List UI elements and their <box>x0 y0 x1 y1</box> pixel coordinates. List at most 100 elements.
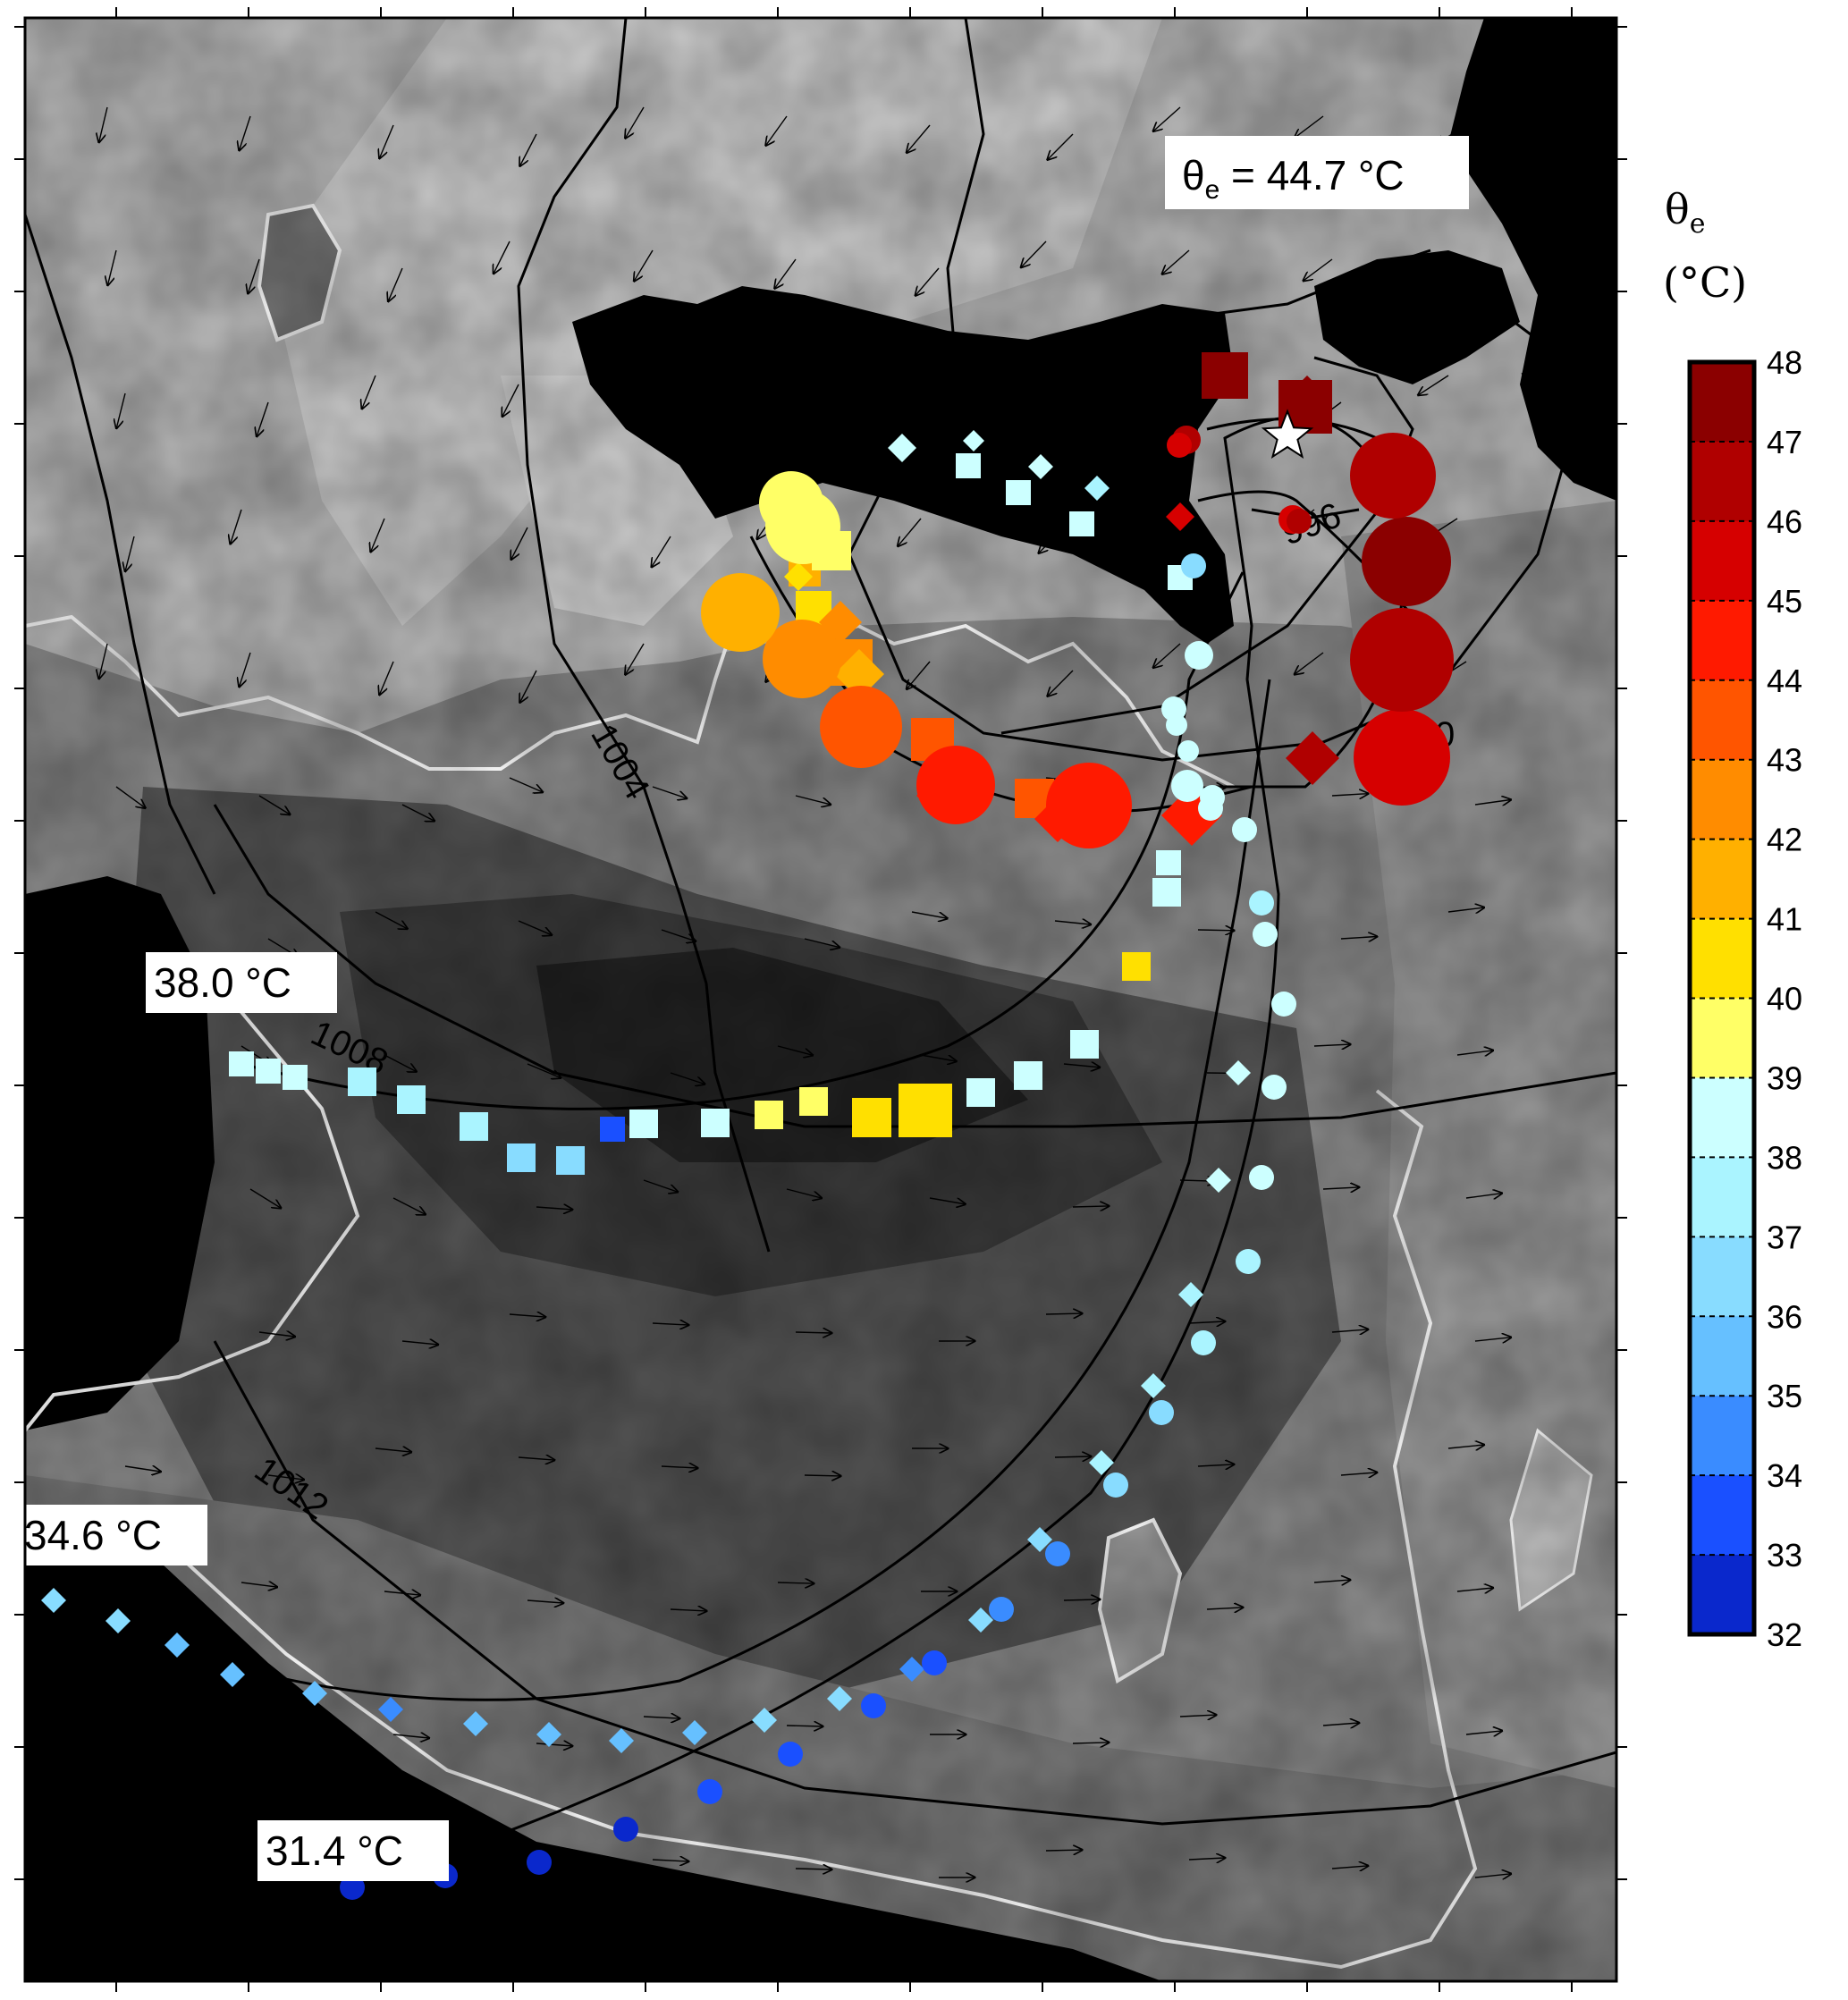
trajectory-marker-diamond <box>752 1708 777 1733</box>
trajectory-marker-circle <box>1181 553 1206 578</box>
trajectory-marker-square <box>397 1085 426 1114</box>
trajectory-marker-diamond <box>378 1697 403 1722</box>
wind-arrow <box>1030 384 1056 410</box>
colorbar-tick-label: 46 <box>1767 503 1802 540</box>
wind-arrow <box>804 938 840 948</box>
trajectory-marker-circle <box>1236 1249 1261 1274</box>
colorbar-unit: (°C) <box>1663 258 1747 307</box>
wind-arrow <box>1162 249 1190 274</box>
colorbar-band <box>1690 998 1754 1079</box>
trajectory-marker-diamond <box>827 1686 852 1711</box>
trajectory-marker-square <box>899 1084 952 1137</box>
wind-arrow <box>380 661 394 695</box>
wind-arrow <box>1180 536 1208 560</box>
wind-arrow <box>1045 1850 1082 1851</box>
colorbar-tick-label: 36 <box>1767 1298 1802 1335</box>
wind-arrow <box>1322 1723 1359 1726</box>
trajectory-markers <box>41 352 1454 1900</box>
colorbar-title: θe <box>1665 185 1705 240</box>
colorbar-tick-label: 44 <box>1767 662 1802 699</box>
colorbar-subscript: e <box>1690 208 1706 240</box>
wind-arrow <box>520 670 537 703</box>
trajectory-marker-circle <box>613 1817 638 1842</box>
trajectory-marker-circle <box>1171 770 1203 802</box>
wind-arrow <box>1331 794 1368 796</box>
wind-arrow <box>652 786 687 798</box>
colorbar-band <box>1690 1157 1754 1238</box>
wind-arrow <box>115 1323 152 1329</box>
wind-arrow <box>1054 1456 1091 1457</box>
trajectory-marker-circle <box>1177 740 1199 762</box>
colorbar-tick-label: 34 <box>1767 1457 1802 1494</box>
wind-arrow <box>511 527 528 560</box>
colorbar-ticks: 48 47 46 45 44 43 42 41 40 39 38 37 36 35 34 33 32 <box>1690 344 1802 1653</box>
wind-arrow <box>1197 1464 1234 1466</box>
isobar-lines <box>25 18 1616 1826</box>
wind-arrow <box>518 920 552 935</box>
wind-arrow <box>1153 106 1181 131</box>
trajectory-marker-diamond <box>463 1711 488 1736</box>
wind-arrow <box>384 1054 417 1072</box>
wind-arrow <box>783 401 806 431</box>
wind-arrow <box>267 1475 304 1480</box>
wind-arrow <box>1048 670 1074 696</box>
colorbar-tick-label: 35 <box>1767 1378 1802 1414</box>
colorbar-band <box>1690 1316 1754 1397</box>
wind-arrow <box>240 115 251 150</box>
trajectory-marker-square <box>1122 952 1151 981</box>
colorbar-tick-label: 38 <box>1767 1139 1802 1176</box>
wind-arrow <box>670 1609 706 1611</box>
trajectory-marker-square <box>799 1087 828 1116</box>
trajectory-marker-square <box>348 1068 376 1096</box>
theta-symbol: θ <box>1182 152 1205 198</box>
wind-arrow <box>371 518 385 552</box>
wind-arrow <box>401 804 435 821</box>
theta-subscript: e <box>1205 175 1220 205</box>
label-bottom-314: 31.4 °C <box>257 1820 449 1881</box>
trajectory-marker-square <box>852 1098 891 1137</box>
colorbar-tick-label: 47 <box>1767 424 1802 460</box>
trajectory-marker-diamond <box>1089 1450 1114 1475</box>
trajectory-marker-square <box>460 1112 488 1141</box>
colorbar-band <box>1690 679 1754 761</box>
trajectory-marker-diamond <box>1028 454 1053 479</box>
label-top-right: θe = 44.7 °C <box>1165 136 1469 209</box>
wind-arrow <box>494 241 511 274</box>
wind-arrow <box>652 536 671 567</box>
wind-arrow <box>384 1591 420 1595</box>
colorbar-band <box>1690 1555 1754 1635</box>
trajectory-marker-square <box>1014 1061 1042 1090</box>
wind-arrow <box>661 1466 697 1468</box>
trajectory-marker-diamond <box>1206 1168 1231 1193</box>
wind-arrow <box>133 1072 164 1093</box>
trajectory-marker-diamond <box>41 1588 66 1613</box>
wind-arrow <box>1313 1044 1350 1046</box>
trajectory-marker-circle <box>861 1693 886 1718</box>
trajectory-marker-square <box>600 1117 625 1142</box>
wind-arrow <box>1179 1715 1216 1717</box>
wind-arrow <box>257 401 269 436</box>
trajectory-marker-diamond <box>165 1633 190 1658</box>
colorbar-band <box>1690 1077 1754 1159</box>
wind-arrow <box>1340 937 1377 940</box>
wind-arrow <box>643 1717 679 1718</box>
wind-arrow <box>106 1717 143 1722</box>
trajectory-marker-circle <box>701 573 780 652</box>
wind-arrow <box>258 795 290 814</box>
trajectory-marker-circle <box>1271 992 1296 1017</box>
wind-arrow <box>116 392 126 428</box>
wind-arrow <box>527 1063 561 1078</box>
wind-arrow <box>362 375 376 409</box>
trajectory-marker-diamond <box>105 1608 131 1633</box>
label-left-38: 38.0 °C <box>146 952 337 1013</box>
wind-arrow <box>240 1582 277 1587</box>
trajectory-marker-circle <box>1249 890 1274 916</box>
wind-arrow <box>1474 1338 1511 1341</box>
wind-arrow <box>1206 1608 1243 1609</box>
wind-arrow <box>536 1743 572 1746</box>
wind-arrow <box>392 1734 429 1738</box>
trajectory-marker-diamond <box>963 430 984 451</box>
colorbar-tick-label: 41 <box>1767 901 1802 938</box>
colorbar-tick-label: 37 <box>1767 1219 1802 1255</box>
